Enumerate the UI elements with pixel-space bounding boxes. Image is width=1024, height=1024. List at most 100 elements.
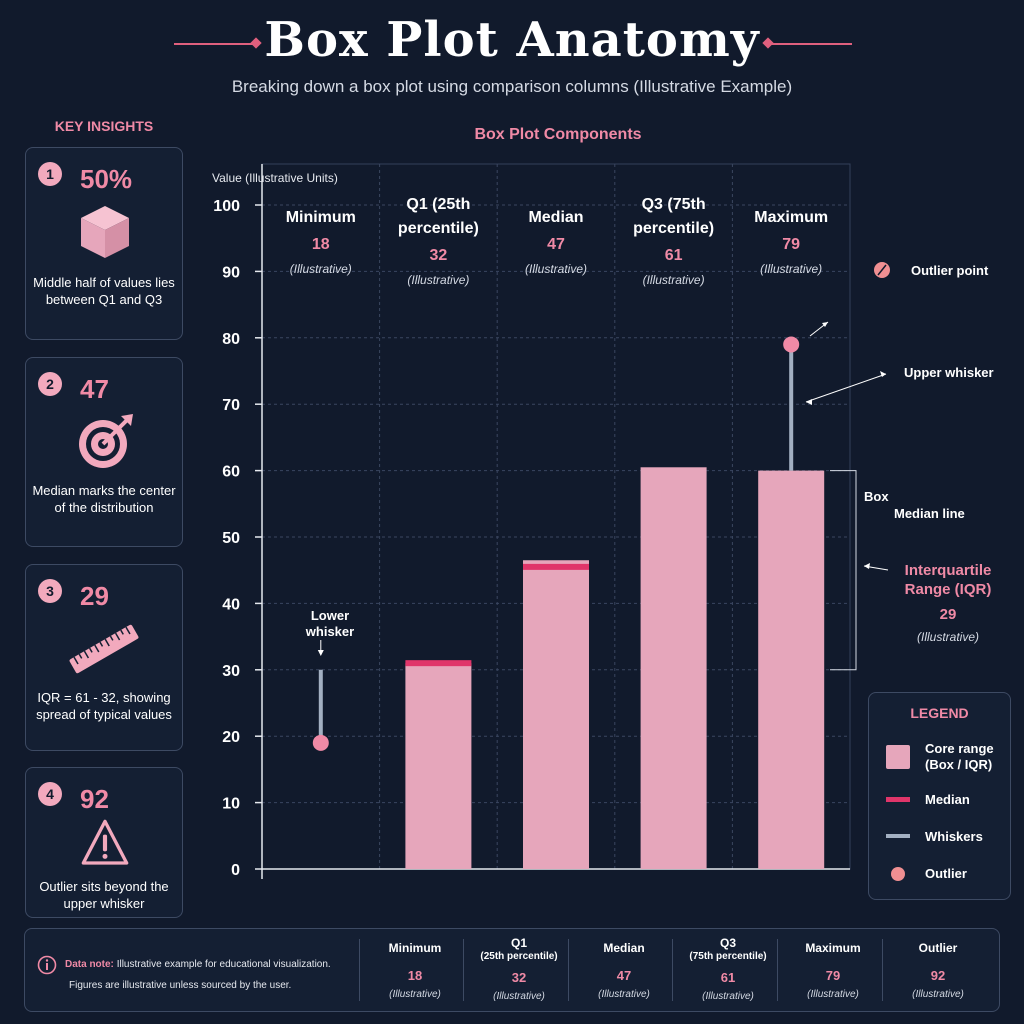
arrowhead [880,371,886,377]
legend-label-core-range: Core range (Box / IQR) [925,741,994,772]
footer-column-value: 47 [616,968,632,983]
footer-column-value: 92 [930,968,946,983]
bar-maximum [758,470,825,869]
y-axis-label: Value (Illustrative Units) [212,171,338,185]
bar-median [523,560,589,869]
outlier-point-icon [874,262,890,278]
footer-column: Maximum 79 (Illustrative) [781,929,885,1001]
column-name: Q3 (75th percentile) [633,196,715,237]
lower-whisker-label: Lower whisker [305,608,355,639]
upper-whisker-pointer [805,373,887,403]
footer-column-sub: (75th percentile) [689,951,767,962]
data-note-text: Illustrative example for educational vis… [116,959,331,970]
lower-whisker-end-point [312,734,329,751]
column-value: 47 [547,236,565,253]
column-value: 61 [664,247,683,264]
insight-text: Middle half of values lies between Q1 an… [33,275,175,307]
footer-column-note: (Illustrative) [598,989,650,1000]
column-name: Minimum [285,209,356,226]
footer-separator [463,939,464,1001]
lower-whisker-arrowhead [317,650,324,656]
page-title: Box Plot Anatomy [264,12,760,68]
insight-number: 4 [38,782,62,806]
footer-column-note: (Illustrative) [389,989,441,1000]
footer-column: Minimum 18 (Illustrative) [363,929,467,1001]
legend-swatch-median [886,797,910,802]
arrowhead [822,322,828,327]
footer-separator [568,939,569,1001]
column-header: Minimum 18 (Illustrative) [263,206,379,276]
column-value: 18 [311,236,330,253]
ruler-icon [69,624,139,674]
legend-label-outlier: Outlier [925,866,967,881]
column-value: 79 [782,236,801,253]
insight-value: 47 [80,374,109,404]
footer-column-note: (Illustrative) [912,989,964,1000]
warning-icon [81,819,129,865]
footer-separator [672,939,673,1001]
footer-data-table: Data note: Illustrative example for educ… [24,928,1000,1012]
column-note: (Illustrative) [760,262,823,276]
y-tick-label: 50 [222,530,240,547]
key-insights-heading: KEY INSIGHTS [54,118,154,134]
insight-card-2: 2 47 Median marks the center of the dist… [25,357,183,547]
footer-column-note: (Illustrative) [702,991,754,1002]
footer-column-name: Outlier [918,941,958,955]
column-header: Q3 (75th percentile) 61 (Illustrative) [616,193,732,287]
footer-column-name: Q1 [510,936,527,950]
chart-title: Box Plot Components [474,126,642,143]
column-header: Median 47 (Illustrative) [498,206,614,276]
cube-icon [81,206,129,258]
insight-value: 29 [80,581,109,611]
footer-separator [882,939,883,1001]
data-note-text2: Figures are illustrative unless sourced … [69,980,292,991]
column-header: Q1 (25th percentile) 32 (Illustrative) [380,193,496,287]
footer-column-value: 61 [720,970,736,985]
column-note: (Illustrative) [289,262,352,276]
target-icon [79,414,133,468]
y-tick-label: 30 [222,663,240,680]
footer-separator [359,939,360,1001]
y-tick-label: 90 [222,264,240,281]
column-value: 32 [429,247,448,264]
arrowhead [806,399,812,405]
footer-column-note: (Illustrative) [807,989,859,1000]
y-tick-label: 20 [222,729,240,746]
column-note: (Illustrative) [524,262,587,276]
footer-column-name: Median [603,941,645,955]
footer-column-value: 79 [825,968,841,983]
footer-separator [777,939,778,1001]
outlier-point-label: Outlier point [911,263,989,278]
insight-text: Median marks the center of the distribut… [32,483,176,515]
box-label: Box [864,489,889,504]
y-tick-label: 70 [222,397,240,414]
iqr-value: 29 [939,606,957,623]
y-tick-label: 10 [222,796,240,813]
bar-q3 [640,467,707,869]
footer-column-value: 32 [511,970,527,985]
y-tick-label: 60 [222,464,240,481]
outlier-point [783,336,800,353]
insight-value: 92 [80,784,109,814]
insight-number: 2 [38,372,62,396]
y-tick-label: 100 [213,198,240,215]
insight-card-4: 4 92 Outlier sits beyond the upper whisk… [25,767,183,918]
column-header: Maximum 79 (Illustrative) [733,206,849,276]
column-note: (Illustrative) [407,273,470,287]
bar-q1 [405,663,472,869]
data-note: Data note: Illustrative example for educ… [65,959,331,970]
median-line-label: Median line [894,506,965,521]
footer-column-value: 18 [407,968,423,983]
iqr-note: (Illustrative) [916,630,979,644]
upper-whisker-label: Upper whisker [904,365,994,380]
insight-card-3: 3 29 IQR = 61 - 32, showing spread of ty… [25,564,183,751]
y-tick-label: 0 [231,862,240,879]
footer-column: Q1 (25th percentile) 32 (Illustrative) [467,929,571,1003]
footer-column-sub: (25th percentile) [480,951,558,962]
footer-column-name: Maximum [805,941,861,955]
footer-column-note: (Illustrative) [493,991,545,1002]
legend-swatch-box [886,745,910,769]
info-icon [37,955,57,975]
column-name: Median [528,209,584,226]
